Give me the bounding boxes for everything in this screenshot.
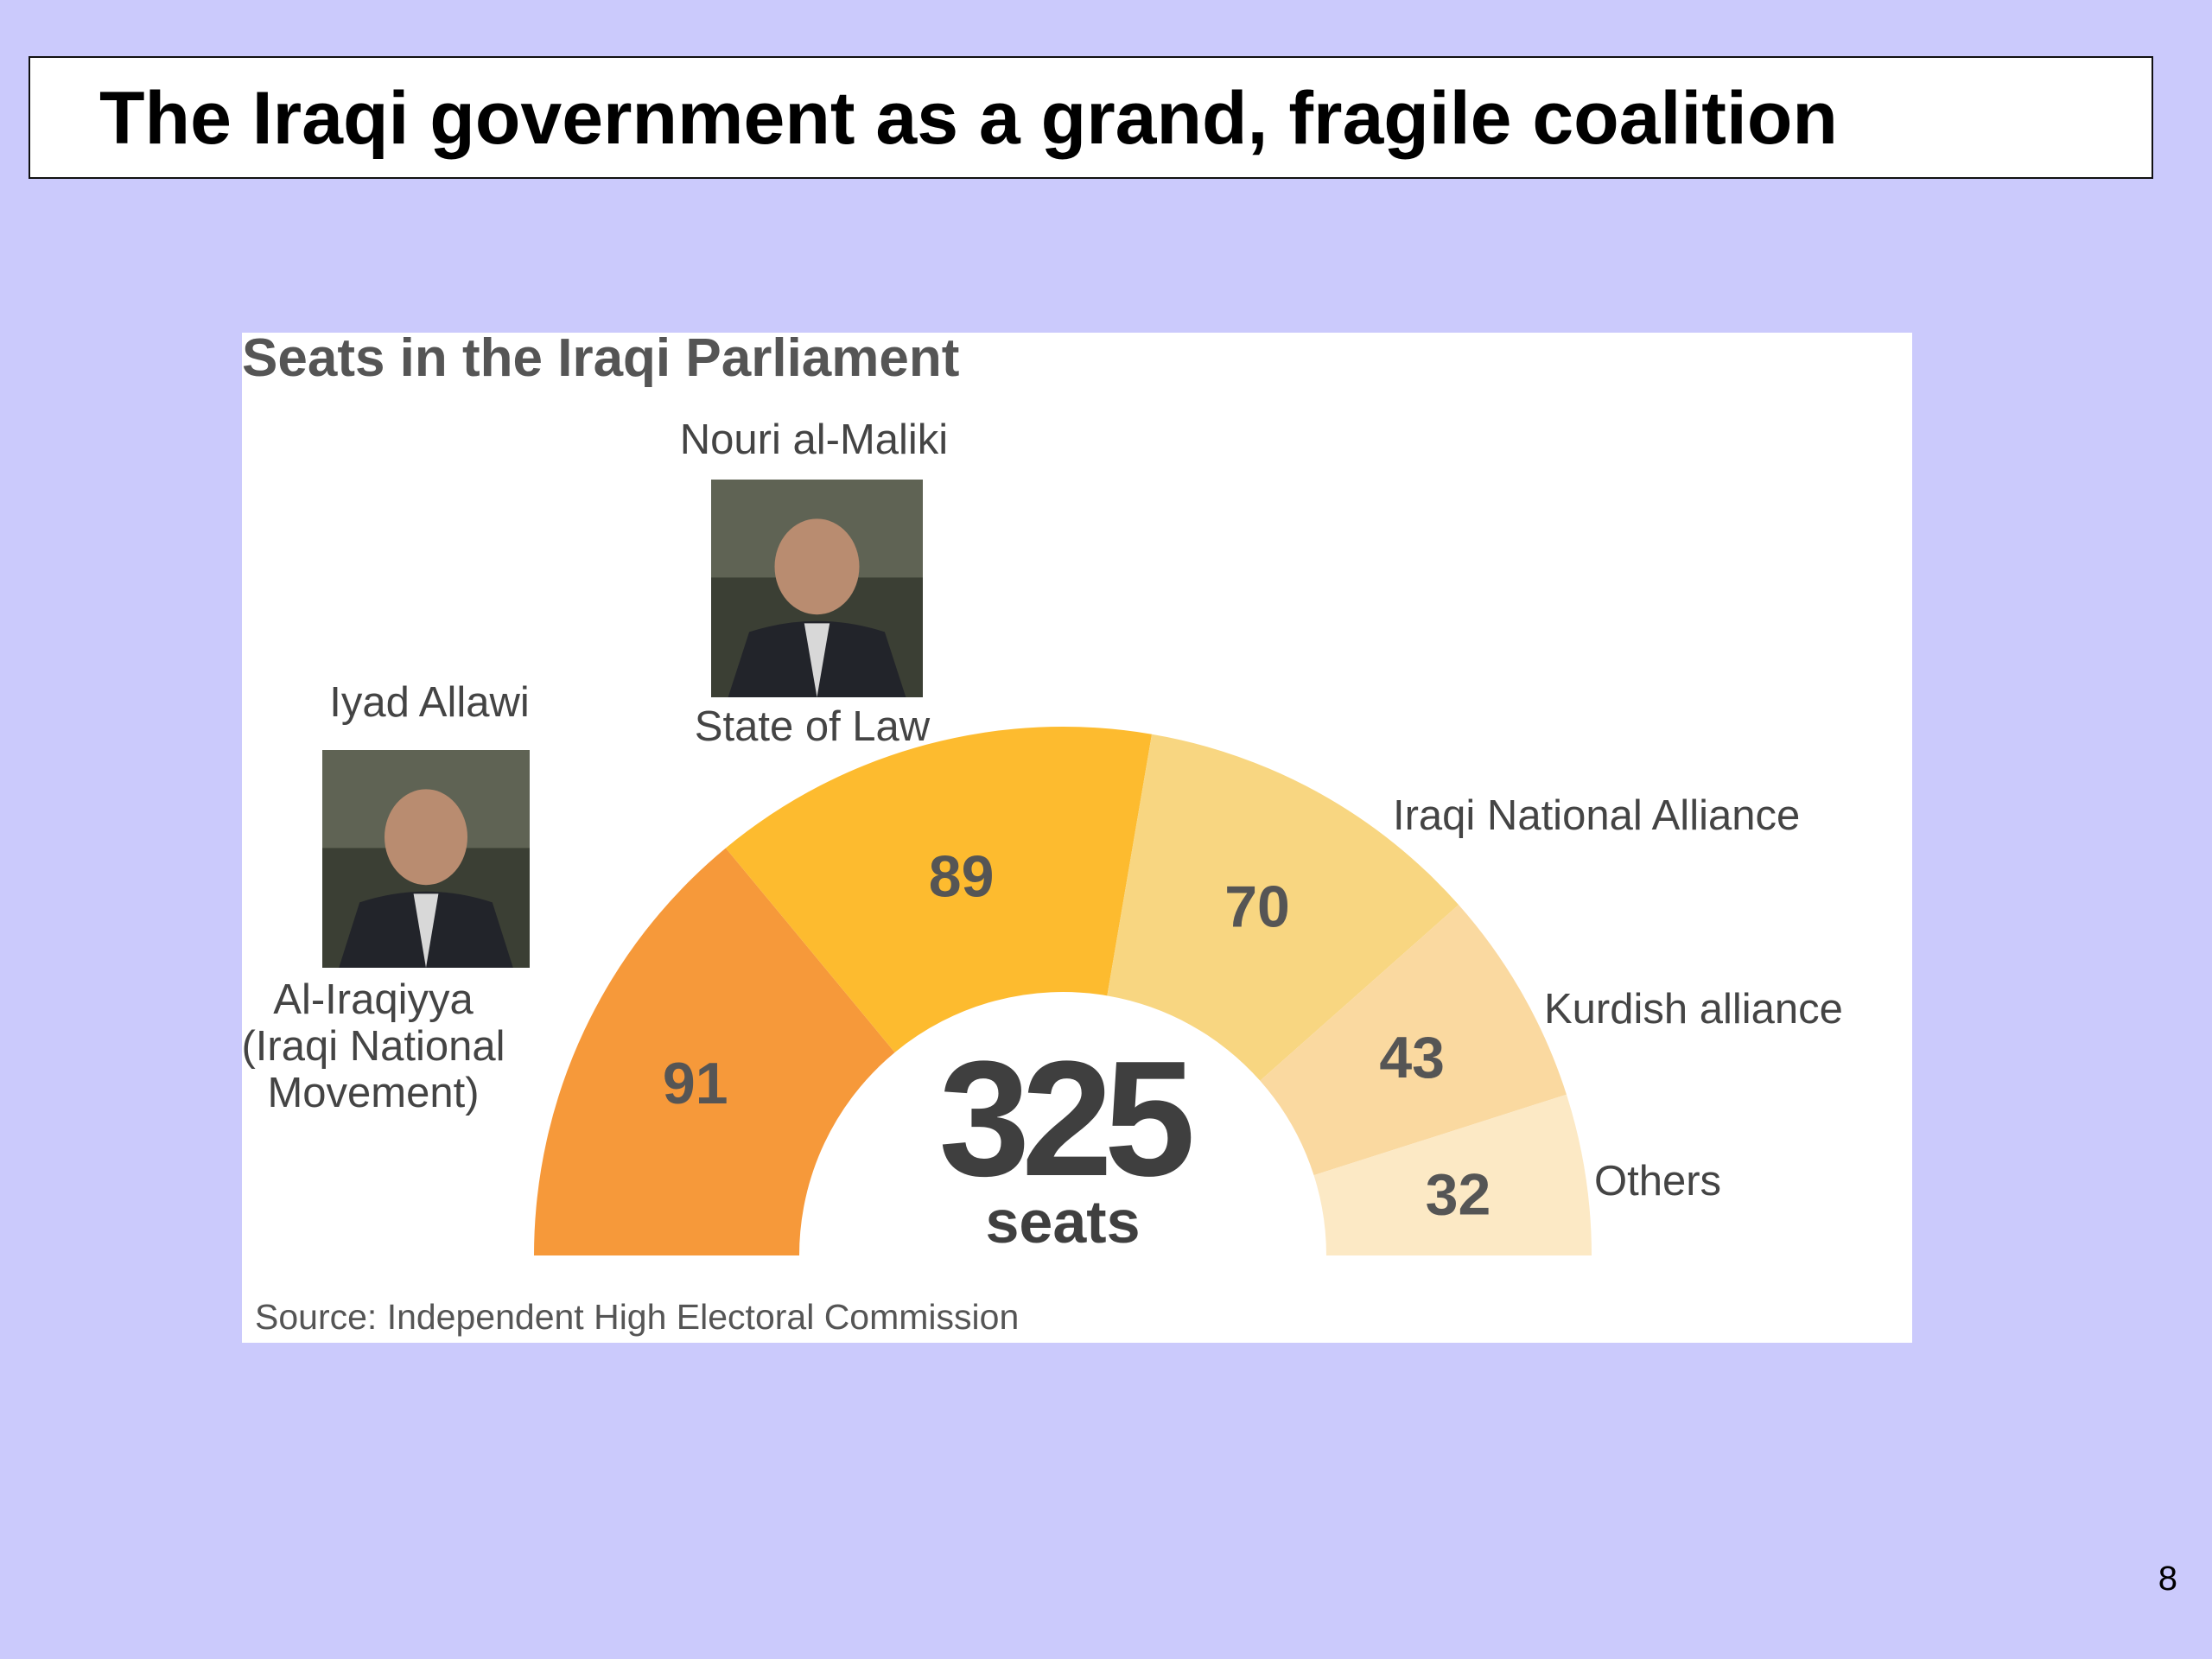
total-seats-value: 325 xyxy=(938,1027,1191,1211)
slice-state-of-law xyxy=(725,727,1153,1052)
slice-iraqi-national-alliance xyxy=(1107,734,1459,1081)
value-label-state-of-law: 89 xyxy=(929,843,995,909)
slice-label-kurdish-alliance: Kurdish alliance xyxy=(1544,986,1843,1033)
leader-name-nouri-al-maliki: Nouri al-Maliki xyxy=(680,416,948,463)
photos-group xyxy=(322,480,923,968)
slices-group xyxy=(534,727,1592,1255)
slice-labels-group: Al-Iraqiyya (Iraqi National Movement) Iyad … xyxy=(242,416,1843,1205)
slide-title-box: The Iraqi government as a grand, fragile… xyxy=(29,56,2153,179)
value-label-kurdish-alliance: 43 xyxy=(1379,1025,1445,1090)
value-label-others: 32 xyxy=(1426,1162,1491,1228)
slice-kurdish-alliance xyxy=(1260,905,1567,1176)
value-label-iraqi-national-alliance: 70 xyxy=(1224,874,1290,939)
slice-label-al-iraqiyya: Al-Iraqiyya (Iraqi National Movement) xyxy=(242,976,505,1116)
leader-photo-iyad-allawi xyxy=(322,750,530,968)
chart-title: Seats in the Iraqi Parliament xyxy=(242,333,959,388)
slice-label-iraqi-national-alliance: Iraqi National Alliance xyxy=(1393,792,1800,839)
slice-label-others: Others xyxy=(1594,1158,1721,1205)
slice-others xyxy=(1313,1094,1592,1255)
page-number: 8 xyxy=(2158,1560,2177,1598)
value-label-al-iraqiyya: 91 xyxy=(663,1051,728,1116)
leader-photo-nouri-al-maliki xyxy=(711,480,923,697)
slice-al-iraqiyya xyxy=(534,848,895,1255)
leader-name-iyad-allawi: Iyad Allawi xyxy=(329,679,530,726)
chart-source: Source: Independent High Electoral Commi… xyxy=(255,1297,1019,1337)
chart-panel: 91 89 70 43 32 Al-Iraqiyya (Iraqi National Mov… xyxy=(242,333,1912,1343)
value-labels-group: 91 89 70 43 32 xyxy=(663,843,1491,1227)
seats-chart: 91 89 70 43 32 Al-Iraqiyya (Iraqi National Mov… xyxy=(242,333,1843,1337)
total-seats-unit: seats xyxy=(985,1188,1140,1255)
slide-title: The Iraqi government as a grand, fragile… xyxy=(99,77,1838,160)
slice-label-state-of-law: State of Law xyxy=(695,703,931,750)
